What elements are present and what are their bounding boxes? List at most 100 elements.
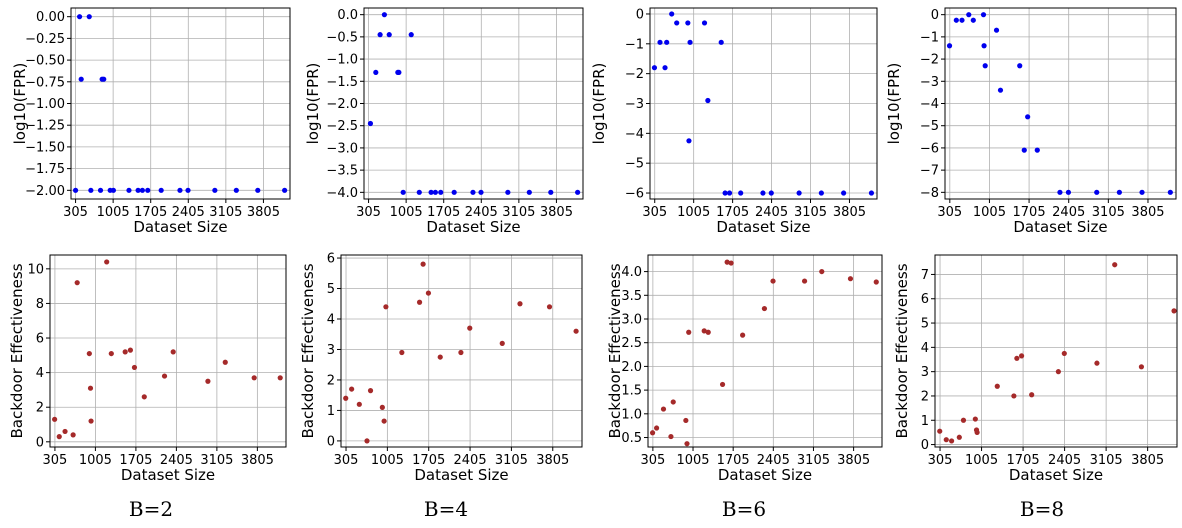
data-point	[70, 432, 76, 438]
x-tick-label: 305	[334, 453, 359, 468]
data-point	[170, 349, 176, 355]
y-tick-label: 2	[36, 401, 44, 416]
y-tick-label: 0	[931, 8, 939, 23]
series-points	[649, 259, 879, 447]
y-tick-label: −6	[920, 141, 939, 156]
x-tick-label: 1705	[717, 453, 750, 468]
data-point	[126, 187, 132, 193]
data-point	[87, 385, 94, 391]
y-tick-label: 4	[36, 366, 44, 381]
y-tick-label: −2.0	[326, 97, 358, 112]
data-point	[396, 69, 402, 76]
data-point	[684, 441, 690, 447]
x-tick-label: 1005	[79, 453, 112, 468]
data-point	[437, 354, 443, 360]
data-point	[994, 383, 1000, 389]
data-point	[972, 416, 978, 422]
y-tick-label: 4	[327, 313, 335, 328]
y-tick-label: −6	[625, 187, 644, 202]
y-tick-label: −1	[920, 30, 939, 45]
x-tick-label: 2405	[755, 205, 788, 220]
data-point	[425, 290, 432, 296]
data-point	[470, 189, 476, 195]
y-tick-label: −0.25	[25, 32, 65, 47]
data-point	[416, 299, 423, 305]
data-point	[548, 189, 554, 195]
x-tick-label: 3105	[794, 205, 827, 220]
data-point	[1018, 353, 1025, 359]
x-tick-label: 305	[642, 205, 667, 220]
data-point	[349, 386, 355, 392]
plot-frame	[340, 254, 583, 448]
data-point	[953, 17, 959, 23]
y-axis-label: Backdoor Effectiveness	[299, 263, 317, 438]
y-tick-label: 2	[327, 373, 335, 388]
data-point	[1094, 189, 1100, 195]
data-point	[841, 190, 847, 196]
y-tick-label: −4.0	[326, 186, 358, 201]
x-axis-label: Dataset Size	[716, 218, 810, 236]
data-point	[664, 39, 670, 45]
y-tick-label: 1.5	[621, 384, 642, 399]
data-point	[946, 43, 953, 49]
data-point	[251, 375, 257, 381]
x-tick-label: 3105	[1092, 205, 1125, 220]
x-tick-label: 1005	[371, 453, 404, 468]
data-point	[373, 69, 379, 76]
data-point	[670, 399, 676, 405]
data-point	[657, 39, 663, 45]
chart-eff-b4: 305 1005 1705 2405 3105 3805 0 1 2 3 4 5 6 Dataset Si…	[299, 252, 583, 484]
data-point	[377, 32, 383, 38]
data-point	[687, 39, 693, 45]
data-point	[255, 187, 261, 193]
data-point	[101, 76, 107, 82]
y-tick-label: −0.5	[326, 30, 358, 45]
y-tick-label: 1	[921, 414, 929, 429]
data-point	[796, 190, 802, 196]
y-tick-label: −2	[920, 53, 939, 68]
data-point	[52, 416, 58, 422]
x-tick-label: 2405	[465, 205, 498, 220]
y-tick-label: −1	[625, 37, 644, 52]
x-tick-label: 3805	[1131, 453, 1164, 468]
y-tick-label: 0	[921, 438, 929, 453]
x-tick-label: 1705	[1013, 205, 1046, 220]
x-tick-label: 1005	[390, 205, 423, 220]
y-tick-label: −1.0	[326, 53, 358, 68]
data-point	[1034, 147, 1040, 153]
data-point	[381, 12, 387, 18]
x-tick-label: 1705	[716, 205, 749, 220]
data-point	[701, 20, 708, 26]
data-point	[662, 65, 668, 71]
x-tick-label: 3805	[540, 205, 573, 220]
y-axis-label: log10(FPR)	[304, 63, 322, 145]
data-point	[364, 438, 370, 444]
series-points	[52, 259, 283, 440]
series-points	[343, 261, 579, 444]
data-point	[685, 20, 691, 26]
data-point	[997, 87, 1004, 93]
series-points	[946, 12, 1173, 195]
data-point	[956, 434, 962, 440]
x-tick-label: 1005	[965, 453, 998, 468]
grid-lines	[650, 8, 877, 199]
data-point	[428, 189, 434, 195]
grid-lines	[364, 8, 583, 199]
data-point	[668, 433, 674, 440]
y-axis-label: log10(FPR)	[885, 63, 903, 145]
y-tick-label: 0	[36, 435, 44, 450]
y-tick-label: 4	[921, 341, 929, 356]
chart-eff-b2: 305 1005 1705 2405 3105 3805 0 2 4 6 8 10 Dataset Si…	[8, 254, 287, 484]
data-point	[517, 301, 523, 307]
data-point	[1112, 262, 1118, 268]
x-tick-label: 3805	[247, 205, 280, 220]
grid-lines	[648, 255, 882, 447]
y-tick-label: 4.0	[621, 265, 642, 280]
data-point	[873, 279, 879, 285]
data-point	[161, 373, 168, 379]
data-point	[660, 406, 667, 412]
data-point	[400, 189, 406, 195]
y-tick-label: −4	[920, 97, 939, 112]
x-tick-label: 3805	[837, 453, 870, 468]
data-point	[573, 328, 579, 334]
